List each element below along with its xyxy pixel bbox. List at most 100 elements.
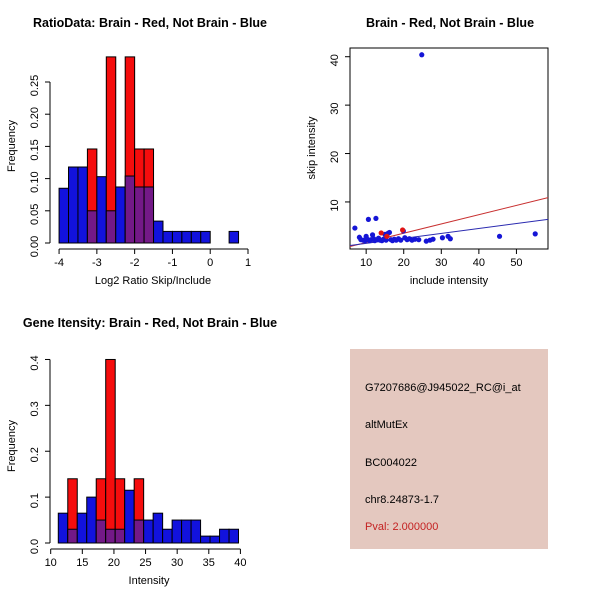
y-tick-label: 0.0: [29, 539, 41, 554]
hist-bar-overlap: [134, 186, 145, 244]
plot-box: [349, 47, 549, 250]
accession-text: BC004022: [365, 457, 417, 469]
probe-id-text: G7207686@J945022_RC@i_at: [365, 382, 521, 394]
info-box: G7207686@J945022_RC@i_at altMutEx BC0040…: [350, 349, 548, 549]
hist-bar-blue: [152, 512, 164, 544]
y-tick-label: 0.25: [29, 75, 41, 96]
hist-bar-blue: [190, 519, 202, 544]
data-point-blue: [447, 236, 453, 242]
hist-bar-blue: [190, 230, 202, 244]
y-tick-label: 0.00: [29, 236, 41, 257]
data-point-blue: [352, 225, 358, 231]
x-tick-label: 25: [139, 557, 151, 569]
y-tick-label: 40: [329, 54, 341, 66]
data-point-blue: [532, 231, 538, 237]
x-tick-label: 15: [76, 557, 88, 569]
y-axis-label: Frequency: [6, 120, 18, 172]
x-tick-label: 10: [360, 257, 372, 269]
panel-scatter: Brain - Red, Not Brain - Blue include in…: [300, 0, 600, 300]
hist-bar-blue: [115, 186, 126, 244]
data-point-blue: [398, 237, 404, 243]
panel-gene-histogram: Gene Itensity: Brain - Red, Not Brain - …: [0, 300, 300, 600]
locus-text: chr8.24873-1.7: [365, 494, 439, 506]
hist-bar-blue: [228, 230, 240, 244]
plot-area: 0.0 0.1 0.2 0.3 0.4 10 15 20 25 30 35 40: [29, 355, 247, 569]
hist-bar-blue: [57, 512, 69, 544]
hist-bar-blue: [171, 519, 183, 544]
x-tick-label: 20: [108, 557, 120, 569]
x-tick-label: 0: [207, 257, 213, 269]
x-tick-label: 1: [245, 257, 251, 269]
data-point-blue: [430, 236, 436, 242]
plot-area: 0.00 0.05 0.10 0.15 0.20 0.25 -4 -3 -2 -1 0 1: [29, 56, 251, 269]
x-tick-label: -1: [168, 257, 178, 269]
event-type-text: altMutEx: [365, 419, 408, 431]
y-tick-label: 0.1: [29, 493, 41, 508]
scatter-chart: Brain - Red, Not Brain - Blue include in…: [306, 16, 549, 287]
hist-bar-overlap: [95, 519, 107, 544]
hist-bar-red: [105, 358, 116, 544]
data-point-blue: [439, 235, 446, 241]
y-axis-label: skip intensity: [306, 116, 318, 179]
hist-bar-blue: [143, 519, 154, 544]
x-tick-label: 40: [234, 557, 246, 569]
data-point-blue: [386, 229, 393, 236]
hist-bar-overlap: [67, 528, 78, 544]
data-point-blue: [416, 237, 422, 243]
hist-bar-blue: [162, 230, 173, 244]
chart-title: Gene Itensity: Brain - Red, Not Brain - …: [23, 316, 277, 330]
hist-bar-blue: [77, 166, 88, 244]
hist-bar-overlap: [105, 528, 116, 544]
x-tick-label: 50: [510, 257, 522, 269]
y-tick-label: 0.3: [29, 401, 41, 416]
hist-bar-blue: [76, 512, 88, 544]
x-tick-label: -2: [130, 257, 140, 269]
x-tick-label: 30: [171, 557, 183, 569]
x-tick-label: -3: [92, 257, 102, 269]
hist-bar-blue: [200, 535, 211, 544]
data-point-blue: [373, 215, 379, 222]
hist-bar-blue: [228, 528, 240, 544]
hist-bar-blue: [68, 166, 79, 244]
x-tick-label: 40: [473, 257, 485, 269]
hist-bar-blue: [181, 230, 192, 244]
chart-title: Brain - Red, Not Brain - Blue: [366, 16, 534, 30]
y-tick-label: 0.15: [29, 139, 41, 160]
data-point-blue: [419, 52, 425, 58]
gene-histogram-chart: Gene Itensity: Brain - Red, Not Brain - …: [6, 316, 277, 587]
panel-ratio-histogram: RatioData: Brain - Red, Not Brain - Blue…: [0, 0, 300, 300]
hist-bar-overlap: [105, 210, 117, 244]
x-axis-label: include intensity: [410, 275, 489, 287]
hist-bar-blue: [171, 230, 183, 244]
hist-bar-blue: [58, 187, 70, 244]
data-point-red: [384, 233, 390, 239]
plot-area: 10 20 30 40 50 10 20 30 40: [329, 47, 549, 269]
y-tick-label: 10: [329, 199, 341, 211]
data-point-blue: [496, 233, 503, 239]
data-point-red: [378, 230, 384, 236]
x-axis-label: Intensity: [129, 575, 170, 587]
y-tick-label: 0.4: [29, 355, 41, 370]
x-tick-label: 35: [203, 557, 215, 569]
hist-bar-overlap: [133, 519, 145, 544]
x-tick-label: 10: [45, 557, 57, 569]
x-axis-label: Log2 Ratio Skip/Include: [95, 275, 211, 287]
ratio-histogram-chart: RatioData: Brain - Red, Not Brain - Blue…: [6, 16, 267, 287]
y-tick-label: 20: [329, 151, 341, 163]
hist-bar-overlap: [124, 175, 136, 244]
pval-text: Pval: 2.000000: [365, 521, 439, 533]
hist-bar-blue: [219, 528, 230, 544]
y-tick-label: 30: [329, 102, 341, 114]
data-point-red: [399, 227, 406, 233]
y-tick-label: 0.05: [29, 204, 41, 225]
hist-bar-blue: [153, 220, 164, 244]
hist-bar-blue: [96, 176, 107, 244]
x-tick-label: 30: [435, 257, 447, 269]
hist-bar-blue: [209, 535, 221, 544]
y-tick-label: 0.2: [29, 447, 41, 462]
hist-bar-blue: [200, 230, 211, 244]
hist-bar-overlap: [143, 186, 155, 244]
y-tick-label: 0.20: [29, 107, 41, 128]
hist-bar-blue: [181, 519, 192, 544]
